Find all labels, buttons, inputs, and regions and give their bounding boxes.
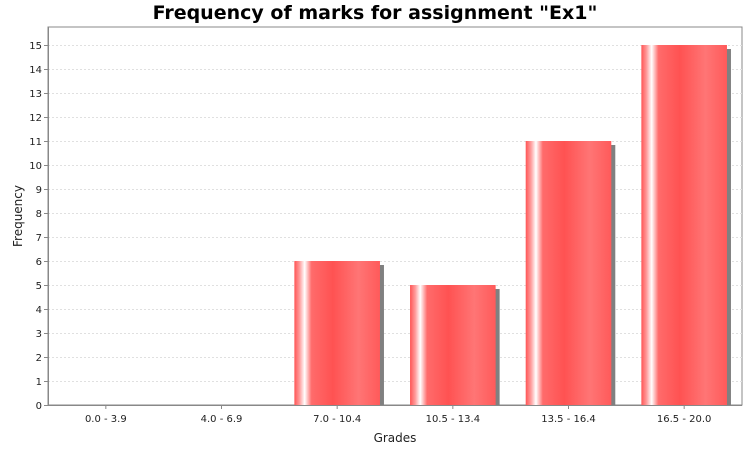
y-tick-label: 12 xyxy=(29,113,42,124)
y-tick-label: 11 xyxy=(29,137,42,148)
y-tick-label: 8 xyxy=(36,209,42,220)
y-tick-label: 10 xyxy=(29,161,42,172)
y-tick-label: 0 xyxy=(36,401,42,412)
y-tick-label: 9 xyxy=(36,185,42,196)
bar xyxy=(525,141,612,405)
bar xyxy=(641,45,727,405)
x-tick-label: 0.0 - 3.9 xyxy=(85,414,127,425)
y-tick-label: 14 xyxy=(29,65,42,76)
x-axis-label: Grades xyxy=(374,431,417,445)
y-tick-label: 13 xyxy=(29,89,42,100)
x-tick-label: 7.0 - 10.4 xyxy=(313,414,361,425)
bar xyxy=(410,285,496,405)
x-tick-label: 13.5 - 16.4 xyxy=(541,414,596,425)
bar xyxy=(294,261,380,405)
y-tick-label: 4 xyxy=(36,305,42,316)
y-tick-label: 15 xyxy=(29,41,42,52)
y-tick-label: 5 xyxy=(36,281,42,292)
y-axis-label: Frequency xyxy=(11,185,25,247)
chart-title: Frequency of marks for assignment "Ex1" xyxy=(153,2,598,24)
y-tick-label: 7 xyxy=(36,233,42,244)
x-tick-label: 10.5 - 13.4 xyxy=(426,414,481,425)
y-tick-label: 6 xyxy=(36,257,42,268)
x-tick-label: 16.5 - 20.0 xyxy=(657,414,712,425)
x-tick-label: 4.0 - 6.9 xyxy=(201,414,243,425)
plot-area xyxy=(47,26,743,406)
y-tick-label: 1 xyxy=(36,377,42,388)
y-tick-label: 2 xyxy=(36,353,42,364)
y-tick-label: 3 xyxy=(36,329,42,340)
